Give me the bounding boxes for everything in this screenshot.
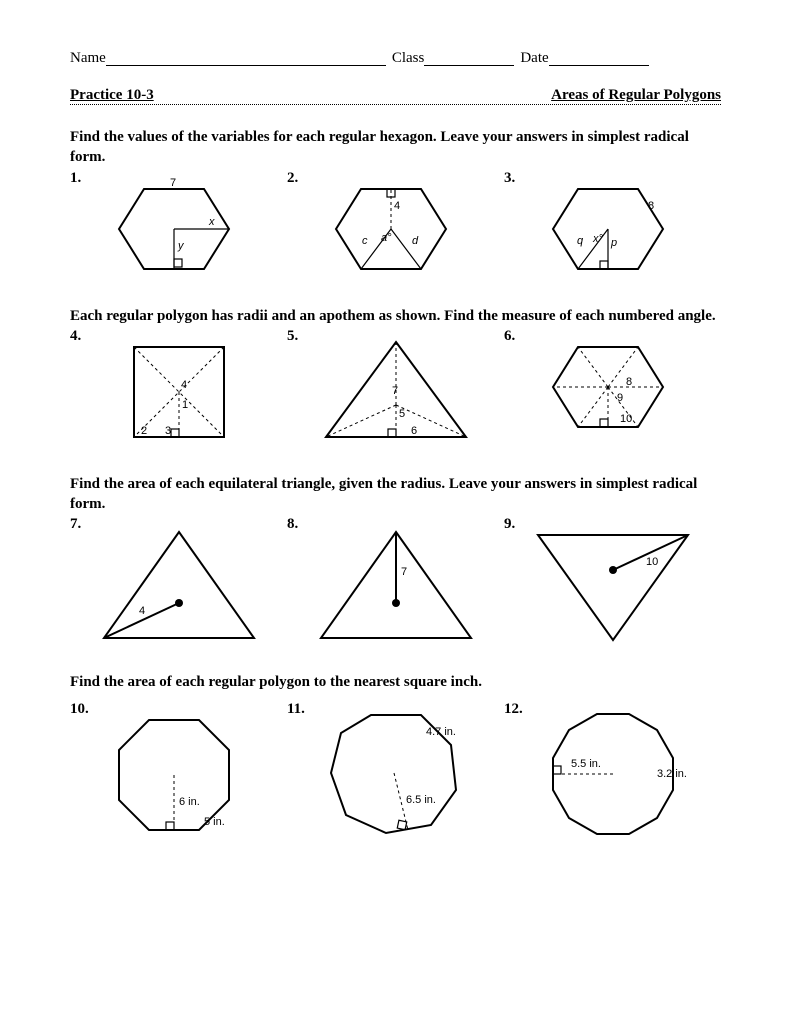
lbl-c: c: [362, 235, 368, 247]
instruction-1: Find the values of the variables for eac…: [70, 127, 721, 168]
a8: 8: [626, 376, 632, 388]
cell-12: 12. 5.5 in. 3.2 in.: [504, 701, 721, 840]
qnum-2: 2.: [287, 170, 298, 187]
lbl-q: q: [577, 235, 584, 247]
figure-4: 4 1 2 3: [109, 332, 249, 452]
qnum-3: 3.: [504, 170, 515, 187]
figure-2: 4 a° c d: [326, 174, 466, 284]
ap6: 6 in.: [179, 796, 200, 808]
lbl-4: 4: [394, 200, 400, 212]
cell-10: 10. 6 in. 5 in.: [70, 701, 287, 840]
s47: 4.7 in.: [426, 726, 456, 738]
figure-3: 8 q x° p: [543, 174, 683, 284]
s32: 3.2 in.: [657, 768, 687, 780]
row-1: 1. 7 x y 2. 4 a° c d: [70, 170, 721, 284]
header-line: Name Class Date: [70, 50, 721, 67]
cell-2: 2. 4 a° c d: [287, 170, 504, 284]
figure-11: 4.7 in. 6.5 in.: [316, 705, 476, 840]
row-2: 4. 4 1 2 3 5. 7: [70, 328, 721, 452]
cell-7: 7. 4: [70, 516, 287, 650]
lbl-x: x: [208, 216, 215, 228]
lbl-p: p: [610, 237, 617, 249]
qnum-6: 6.: [504, 328, 515, 345]
cell-1: 1. 7 x y: [70, 170, 287, 284]
a9: 9: [617, 392, 623, 404]
qnum-7: 7.: [70, 516, 81, 533]
s5: 5 in.: [204, 816, 225, 828]
lbl-d: d: [412, 235, 419, 247]
practice-title: Practice 10-3 Areas of Regular Polygons: [70, 87, 721, 105]
a10: 10: [620, 413, 632, 425]
a5: 5: [399, 408, 405, 420]
qnum-1: 1.: [70, 170, 81, 187]
qnum-10: 10.: [70, 701, 89, 718]
practice-right: Areas of Regular Polygons: [551, 87, 721, 104]
cell-6: 6. 8 9 10: [504, 328, 721, 452]
cell-8: 8. 7: [287, 516, 504, 650]
lbl-7: 7: [170, 177, 176, 189]
worksheet-page: Name Class Date Practice 10-3 Areas of R…: [0, 0, 791, 912]
ap55: 5.5 in.: [571, 758, 601, 770]
figure-6: 8 9 10: [543, 332, 683, 442]
cell-11: 11. 4.7 in. 6.5 in.: [287, 701, 504, 840]
figure-5: 7 5 6: [316, 332, 476, 452]
a2: 2: [141, 425, 147, 437]
cell-9: 9. 10: [504, 516, 721, 650]
row-3: 7. 4 8. 7 9. 10: [70, 516, 721, 650]
cell-4: 4. 4 1 2 3: [70, 328, 287, 452]
a4: 4: [181, 379, 187, 391]
figure-7: 4: [94, 520, 264, 650]
class-blank[interactable]: [424, 50, 514, 66]
lbl-8: 8: [648, 200, 654, 212]
qnum-9: 9.: [504, 516, 515, 533]
date-label: Date: [520, 50, 548, 67]
cell-3: 3. 8 q x° p: [504, 170, 721, 284]
instruction-4: Find the area of each regular polygon to…: [70, 672, 721, 692]
qnum-8: 8.: [287, 516, 298, 533]
r4: 4: [139, 605, 145, 617]
figure-8: 7: [311, 520, 481, 650]
figure-9: 10: [528, 520, 698, 650]
ap65: 6.5 in.: [406, 794, 436, 806]
qnum-4: 4.: [70, 328, 81, 345]
practice-left: Practice 10-3: [70, 87, 154, 104]
row-4: 10. 6 in. 5 in. 11. 4.7 in. 6.5 in. 12.: [70, 701, 721, 840]
a7: 7: [392, 385, 398, 397]
qnum-11: 11.: [287, 701, 305, 718]
instruction-2: Each regular polygon has radii and an ap…: [70, 306, 721, 326]
lbl-xdeg: x°: [592, 233, 604, 245]
cell-5: 5. 7 5 6: [287, 328, 504, 452]
a1: 1: [182, 399, 188, 411]
class-label: Class: [392, 50, 425, 67]
a6: 6: [411, 425, 417, 437]
qnum-5: 5.: [287, 328, 298, 345]
figure-1: 7 x y: [109, 174, 249, 284]
lbl-y: y: [177, 240, 185, 252]
figure-10: 6 in. 5 in.: [104, 705, 254, 835]
figure-12: 5.5 in. 3.2 in.: [533, 705, 693, 840]
r7: 7: [401, 566, 407, 578]
a3: 3: [165, 425, 171, 437]
instruction-3: Find the area of each equilateral triang…: [70, 474, 721, 515]
lbl-a: a°: [381, 232, 392, 244]
name-label: Name: [70, 50, 106, 67]
qnum-12: 12.: [504, 701, 523, 718]
r10: 10: [646, 556, 658, 568]
name-blank[interactable]: [106, 50, 386, 66]
date-blank[interactable]: [549, 50, 649, 66]
